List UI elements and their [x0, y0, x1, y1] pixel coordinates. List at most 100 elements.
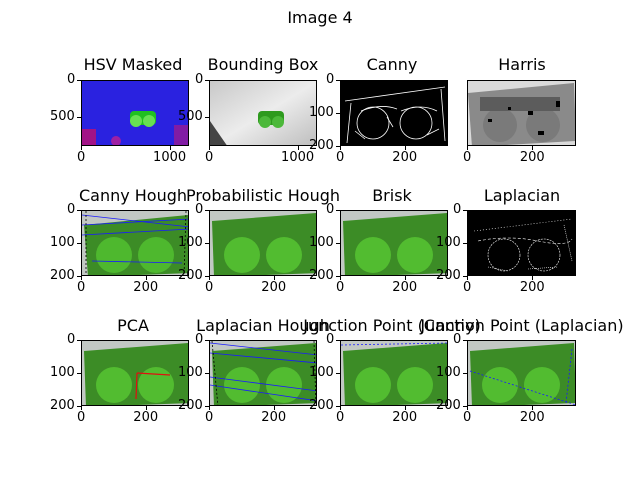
x-tick-mark [404, 276, 406, 280]
y-tick-label: 200 [50, 398, 75, 413]
y-tick-mark [205, 406, 209, 407]
panel-title: Brisk [372, 186, 412, 205]
y-tick-label: 200 [178, 398, 203, 413]
probabilistic-hough-image [209, 210, 317, 276]
x-tick-label: 0 [77, 150, 86, 165]
y-tick-label: 100 [309, 365, 334, 380]
x-tick-mark [340, 146, 341, 150]
panel-title: Junction Point (Laplacian) [420, 316, 624, 335]
y-tick-mark [77, 210, 81, 211]
x-tick-label: 200 [392, 410, 418, 425]
x-tick-label: 0 [336, 410, 345, 425]
y-tick-mark [336, 340, 340, 341]
x-tick-mark [404, 146, 406, 150]
y-tick-label: 500 [50, 108, 75, 124]
panel-title: Harris [498, 55, 546, 74]
x-tick-label: 200 [519, 280, 545, 295]
x-tick-mark [81, 146, 82, 150]
y-tick-mark [336, 113, 340, 114]
y-tick-mark [205, 373, 209, 374]
y-tick-label: 0 [326, 202, 335, 217]
y-tick-mark [77, 80, 81, 81]
x-tick-mark [81, 406, 82, 410]
x-tick-label: 0 [463, 410, 472, 425]
harris-image [467, 80, 576, 146]
x-tick-mark [467, 276, 468, 280]
y-tick-label: 100 [436, 235, 461, 250]
x-tick-mark [169, 146, 171, 150]
x-tick-label: 0 [77, 280, 86, 295]
y-tick-mark [336, 406, 340, 407]
x-tick-label: 0 [336, 280, 345, 295]
panel-title: Laplacian [483, 186, 561, 205]
x-tick-label: 200 [519, 410, 545, 425]
x-tick-mark [145, 276, 147, 280]
x-tick-label: 200 [133, 280, 159, 295]
x-tick-mark [404, 406, 406, 410]
x-tick-mark [467, 406, 468, 410]
canny-image [340, 80, 448, 146]
y-tick-mark [205, 243, 209, 244]
y-tick-label: 0 [67, 72, 76, 87]
panel-title: Canny Hough [78, 186, 188, 205]
y-tick-mark [336, 243, 340, 244]
y-tick-label: 200 [309, 398, 334, 413]
y-tick-label: 0 [326, 72, 335, 87]
y-tick-label: 0 [67, 202, 76, 217]
x-tick-mark [145, 406, 147, 410]
y-tick-label: 200 [309, 268, 334, 283]
y-tick-label: 200 [50, 268, 75, 283]
y-tick-mark [463, 210, 467, 211]
x-tick-label: 0 [77, 410, 86, 425]
y-tick-label: 100 [309, 105, 334, 120]
x-tick-mark [297, 146, 299, 150]
x-tick-label: 1000 [153, 150, 187, 165]
laplacian-image [467, 210, 576, 276]
x-tick-label: 200 [261, 280, 287, 295]
y-tick-label: 200 [309, 138, 334, 153]
y-tick-mark [463, 243, 467, 244]
x-tick-mark [81, 276, 82, 280]
x-tick-mark [532, 406, 534, 410]
y-tick-label: 200 [436, 268, 461, 283]
x-tick-label: 200 [392, 280, 418, 295]
hsv-masked-image [81, 80, 189, 146]
y-tick-mark [77, 276, 81, 277]
y-tick-mark [336, 373, 340, 374]
canny-hough-image [81, 210, 189, 276]
panel-title: Probabilistic Hough [185, 186, 341, 205]
y-tick-mark [336, 80, 340, 81]
y-tick-mark [205, 276, 209, 277]
junction-point-laplacian-image [467, 340, 576, 406]
panel-title: Laplacian Hough [196, 316, 330, 335]
panel-title: Bounding Box [207, 55, 319, 74]
x-tick-mark [532, 146, 534, 150]
y-tick-label: 0 [67, 332, 76, 347]
x-tick-mark [273, 406, 275, 410]
x-tick-label: 200 [133, 410, 159, 425]
y-tick-mark [77, 406, 81, 407]
y-tick-label: 0 [195, 332, 204, 347]
x-tick-label: 0 [205, 280, 214, 295]
x-tick-label: 200 [519, 150, 545, 165]
y-tick-label: 100 [178, 365, 203, 380]
y-tick-label: 0 [453, 332, 462, 347]
x-tick-label: 1000 [281, 150, 315, 165]
y-tick-label: 100 [178, 235, 203, 250]
y-tick-label: 200 [436, 398, 461, 413]
y-tick-mark [77, 243, 81, 244]
panel-title: PCA [117, 316, 149, 335]
x-tick-mark [209, 146, 210, 150]
y-tick-mark [77, 116, 81, 118]
pca-image [81, 340, 189, 406]
y-tick-mark [205, 80, 209, 81]
panel-title: Junction Point (Canny) [303, 316, 481, 335]
y-tick-label: 100 [436, 365, 461, 380]
bounding-box-image [209, 80, 317, 146]
x-tick-mark [467, 146, 468, 150]
x-tick-mark [209, 276, 210, 280]
y-tick-mark [336, 210, 340, 211]
x-tick-label: 0 [463, 150, 472, 165]
x-tick-label: 0 [205, 150, 214, 165]
x-tick-mark [340, 276, 341, 280]
